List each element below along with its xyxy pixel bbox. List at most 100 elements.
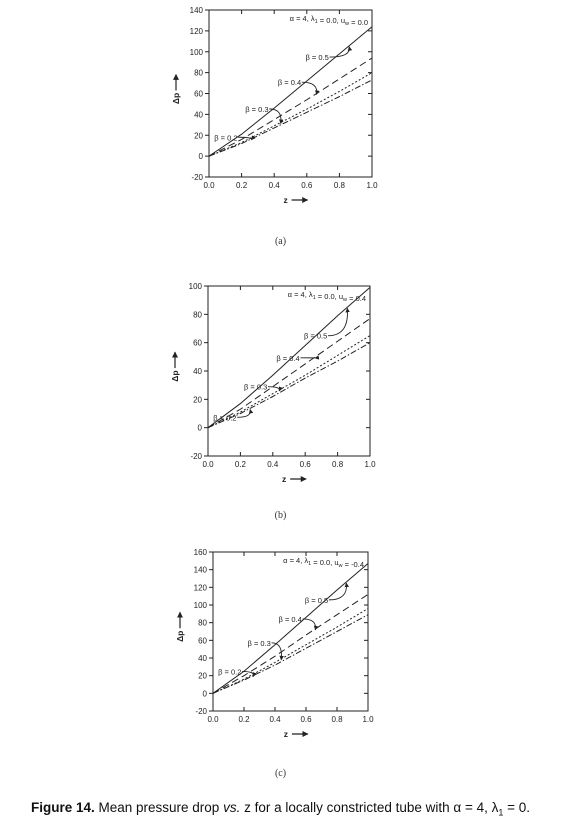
annotation-part: = 0.4 (347, 294, 366, 303)
x-axis-title: z (282, 474, 286, 484)
y-tick-label: -20 (195, 707, 207, 716)
annotation-part: α = 4, (290, 14, 311, 23)
series-line-1 (212, 593, 369, 694)
series-label-arrow-2 (268, 386, 284, 392)
series-label-arrow-1 (301, 81, 320, 95)
caption-label: Figure 14. (30, 800, 95, 815)
panel-label-b: (b) (274, 510, 287, 521)
x-tick-label: 0.8 (331, 715, 343, 724)
series-line-3 (207, 342, 371, 429)
series-label-1: β = 0.4 (279, 615, 302, 624)
x-tick-label: 0.0 (202, 460, 214, 469)
y-tick-label: 40 (198, 654, 207, 663)
series-label-1: β = 0.4 (276, 354, 299, 363)
annotation-part: = 0.0 (349, 18, 368, 27)
annotation-part: = 0.0, (316, 292, 339, 301)
annotation-part: u (334, 558, 338, 567)
parameter-annotation: α = 4, λ1 = 0.0, uw = 0.0 (290, 14, 368, 27)
annotation-part: u (341, 16, 345, 25)
series-label-3: β = 0.2 (218, 667, 241, 676)
series-label-arrow-3 (237, 408, 254, 418)
x-tick-label: 0.0 (203, 181, 215, 190)
y-tick-label: -20 (190, 452, 202, 461)
x-tick-label: 0.2 (236, 181, 248, 190)
series-label-2: β = 0.3 (245, 105, 268, 114)
y-tick-label: 100 (194, 601, 208, 610)
y-tick-label: 120 (194, 583, 208, 592)
x-tick-label: 0.4 (267, 460, 279, 469)
plot-frame (207, 285, 371, 457)
y-tick-label: 60 (198, 636, 207, 645)
annotation-subscript: 1 (315, 19, 318, 25)
y-tick-label: 80 (198, 619, 207, 628)
annotation-part: = -0.4 (343, 560, 364, 569)
x-tick-label: 0.2 (235, 460, 247, 469)
y-axis-title: Δp (170, 370, 180, 381)
series-label-arrow-3 (242, 670, 257, 677)
series-line-3 (208, 79, 373, 157)
y-tick-label: 120 (190, 27, 204, 36)
annotation-subscript: 1 (313, 295, 316, 301)
x-tick-label: 1.0 (364, 460, 376, 469)
y-tick-label: -20 (191, 173, 203, 182)
parameter-annotation: α = 4, λ1 = 0.0, uw = -0.4 (283, 556, 364, 569)
series-line-2 (208, 72, 373, 157)
panel-label-a: (a) (274, 236, 287, 247)
series-line-1 (207, 318, 371, 429)
series-label-2: β = 0.3 (248, 639, 271, 648)
x-tick-label: 0.8 (332, 460, 344, 469)
annotation-subscript: w (344, 21, 349, 27)
plot-frame (208, 9, 373, 178)
series-label-3: β = 0.2 (213, 413, 236, 422)
chart-panel-b: 0.0 0.2 0.4 0.6 0.8 1.0 -20 0 20 40 60 80 100 z Δp β = … (0, 270, 561, 530)
annotation-part: λ (311, 14, 315, 23)
figure-caption: Figure 14. Mean pressure drop vs. z for … (0, 800, 561, 818)
chart-c: 0.0 0.2 0.4 0.6 0.8 1.0 -20 0 20 40 60 80 100 120 140 1… (175, 548, 374, 739)
y-tick-label: 20 (194, 131, 203, 140)
caption-text-3: = 0. (503, 800, 531, 815)
x-tick-label: 0.6 (300, 715, 312, 724)
chart-b: 0.0 0.2 0.4 0.6 0.8 1.0 -20 0 20 40 60 80 100 z Δp β = … (170, 282, 376, 484)
y-tick-label: 100 (190, 48, 204, 57)
annotation-part: = 0.0, (311, 558, 334, 567)
y-tick-label: 0 (203, 689, 208, 698)
annotation-part: u (339, 292, 343, 301)
y-axis-title: Δp (171, 93, 181, 104)
caption-text-1: Mean pressure drop (94, 800, 224, 815)
y-tick-label: 60 (193, 339, 202, 348)
annotation-subscript: w (342, 297, 347, 303)
series-line-3 (212, 614, 369, 694)
y-tick-label: 160 (194, 548, 208, 557)
series-label-2: β = 0.3 (244, 383, 267, 392)
chart-panel-c: 0.0 0.2 0.4 0.6 0.8 1.0 -20 0 20 40 60 80 100 120 140 1… (0, 540, 561, 785)
x-tick-label: 0.8 (334, 181, 346, 190)
series-label-arrow-2 (271, 642, 284, 661)
panel-label-c: (c) (274, 768, 287, 779)
series-line-1 (208, 57, 373, 157)
series-label-arrow-2 (269, 108, 284, 124)
y-tick-label: 140 (190, 6, 204, 15)
y-tick-label: 0 (199, 152, 204, 161)
series-line-0 (207, 287, 371, 429)
x-tick-label: 0.4 (269, 181, 281, 190)
annotation-part: = 0.0, (318, 16, 341, 25)
annotation-part: α = 4, (288, 290, 309, 299)
annotation-part: α = 4, (283, 556, 304, 565)
chart-panel-a: 0.0 0.2 0.4 0.6 0.8 1.0 -20 0 20 40 60 80 100 120 140 z… (0, 0, 561, 265)
x-axis-title: z (283, 195, 287, 205)
caption-vs: vs. (223, 800, 241, 815)
y-tick-label: 80 (193, 310, 202, 319)
series-label-1: β = 0.4 (278, 78, 301, 87)
series-label-arrow-0 (329, 46, 353, 58)
series-label-arrow-0 (327, 307, 350, 337)
parameter-annotation: α = 4, λ1 = 0.0, uw = 0.4 (288, 290, 366, 303)
series-label-3: β = 0.2 (214, 133, 237, 142)
y-tick-label: 40 (194, 110, 203, 119)
x-tick-label: 0.0 (207, 715, 219, 724)
x-tick-label: 1.0 (366, 181, 378, 190)
series-label-arrow-3 (238, 135, 256, 141)
x-tick-label: 0.6 (301, 181, 313, 190)
plot-frame (212, 551, 369, 712)
annotation-subscript: w (338, 563, 343, 569)
y-tick-label: 20 (198, 672, 207, 681)
